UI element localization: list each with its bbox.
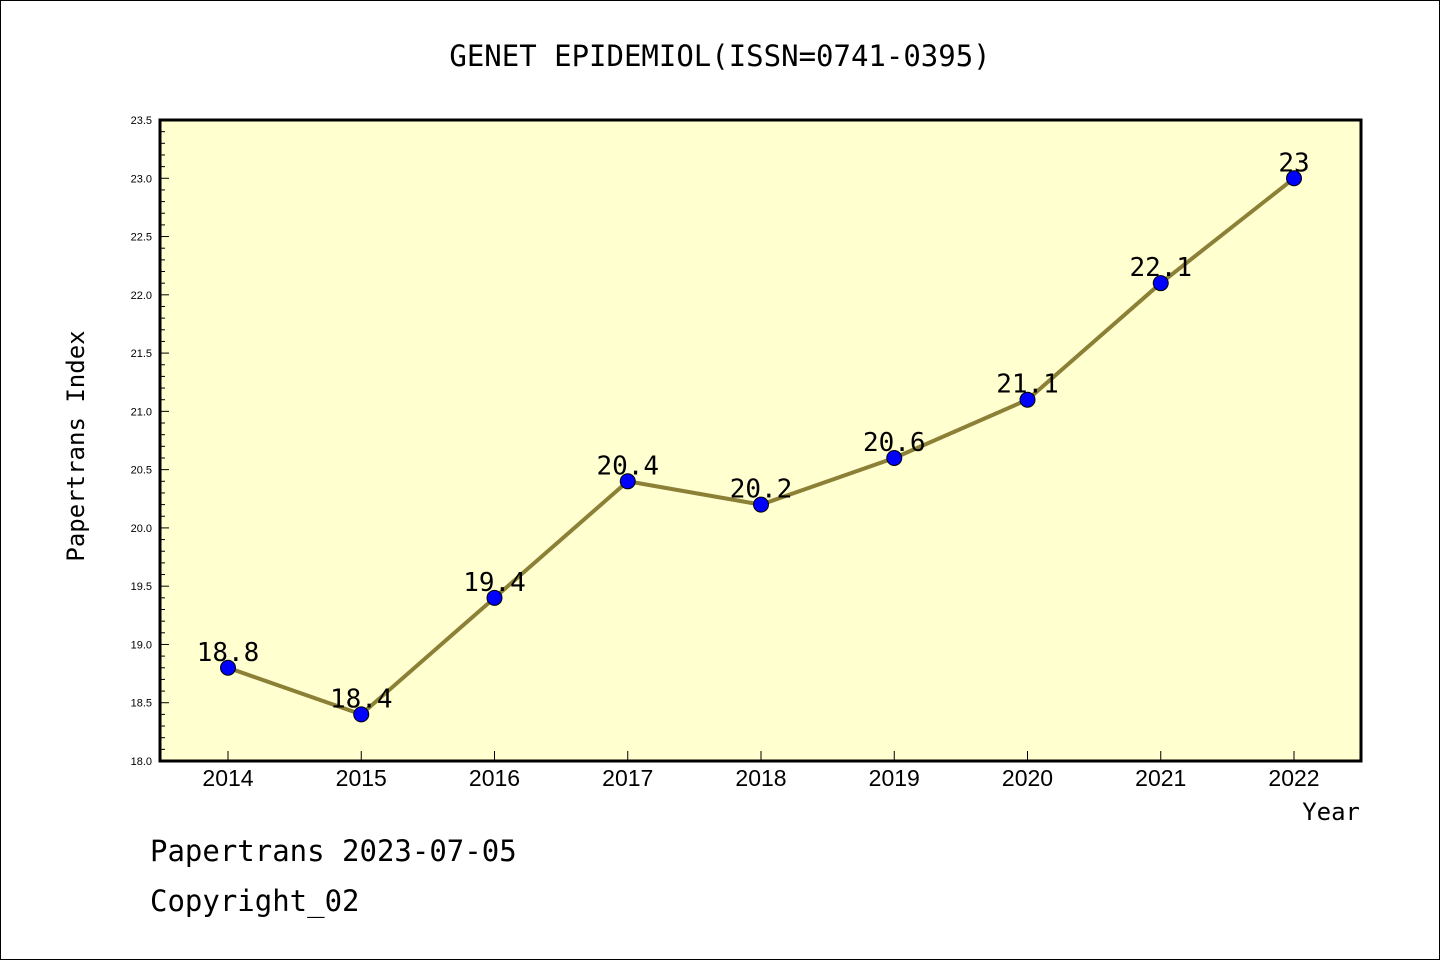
x-tick-label: 2014 (202, 765, 253, 791)
y-tick-label: 23.0 (131, 173, 152, 185)
x-tick-label: 2018 (735, 765, 786, 791)
x-tick-label: 2022 (1268, 765, 1319, 791)
x-axis-label: Year (1302, 798, 1360, 826)
data-point (753, 496, 769, 513)
data-label: 20.6 (863, 428, 926, 458)
y-axis: 18.0 18.5 19.0 19.5 20.0 20.5 21.0 21.5 22.0 22.5… (131, 115, 169, 768)
x-tick-label: 2017 (602, 765, 653, 791)
x-axis: 2014 2015 2016 2017 2018 2019 2020 2021 2022 (202, 751, 1320, 791)
series: 18.8 18.4 19.4 20.4 20.2 20.6 21.1 22.1 23 (197, 148, 1310, 723)
x-tick-label: 2016 (469, 765, 520, 791)
footer-copyright-text: Copyright_02 (150, 884, 360, 918)
x-tick-label: 2020 (1002, 765, 1053, 791)
data-label: 18.8 (197, 638, 260, 668)
y-tick-label: 22.0 (131, 290, 152, 302)
data-label: 20.2 (730, 475, 793, 505)
chart-title: GENET EPIDEMIOL(ISSN=0741-0395) (449, 39, 990, 73)
data-label: 18.4 (330, 684, 393, 714)
y-tick-label: 19.5 (131, 581, 152, 593)
data-label: 21.1 (996, 370, 1059, 400)
y-tick-label: 22.5 (131, 232, 152, 244)
y-tick-label: 21.5 (131, 348, 152, 360)
x-tick-label: 2021 (1135, 765, 1186, 791)
data-point (486, 589, 503, 606)
data-label: 20.4 (596, 451, 659, 481)
x-tick-label: 2015 (336, 765, 387, 791)
data-point (353, 706, 370, 723)
y-tick-label: 21.0 (131, 406, 152, 418)
data-point (1286, 170, 1302, 187)
x-tick-label: 2019 (869, 765, 920, 791)
data-label: 22.1 (1129, 253, 1192, 283)
y-tick-label: 19.0 (131, 639, 152, 651)
data-point (1152, 275, 1169, 292)
y-tick-label: 23.5 (131, 115, 152, 127)
plot-area (158, 118, 1363, 763)
y-tick-label: 18.0 (131, 756, 152, 768)
footer-date-text: Papertrans 2023-07-05 (150, 834, 517, 868)
y-tick-label: 18.5 (131, 698, 152, 710)
data-point (886, 449, 903, 466)
y-tick-label: 20.5 (131, 465, 152, 477)
data-label: 23 (1278, 148, 1309, 178)
data-point (619, 473, 636, 490)
y-tick-label: 20.0 (131, 523, 152, 535)
data-label: 19.4 (463, 568, 526, 598)
data-point (1019, 391, 1036, 408)
y-axis-label: Papertrans Index (62, 330, 90, 561)
data-point (220, 659, 236, 676)
